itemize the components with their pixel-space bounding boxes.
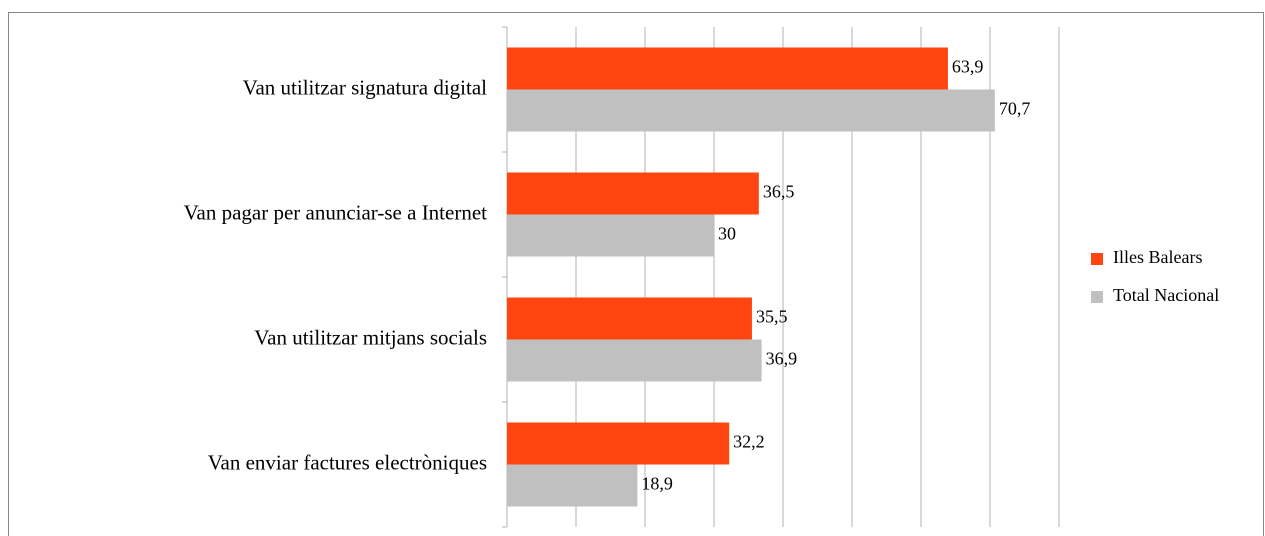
data-label: 32,2 xyxy=(733,432,765,452)
data-label: 63,9 xyxy=(952,57,984,77)
data-label: 30 xyxy=(718,224,736,244)
y-tick-label: Van utilitzar mitjans socials xyxy=(254,325,487,349)
y-tick-label: Van utilitzar signatura digital xyxy=(243,75,488,99)
bar xyxy=(507,89,995,132)
data-label: 36,9 xyxy=(766,349,798,369)
bar xyxy=(507,172,759,215)
legend-swatch xyxy=(1091,253,1103,265)
data-label: 70,7 xyxy=(999,99,1031,119)
data-label: 18,9 xyxy=(641,474,673,494)
bar xyxy=(507,297,752,340)
data-label: 36,5 xyxy=(763,182,795,202)
bar xyxy=(507,47,948,90)
bar xyxy=(507,422,730,465)
legend-label: Illes Balears xyxy=(1113,247,1202,267)
bar xyxy=(507,464,638,507)
data-label: 35,5 xyxy=(756,307,788,327)
legend-swatch xyxy=(1091,291,1103,303)
y-tick-label: Van enviar factures electròniques xyxy=(208,450,487,474)
bar xyxy=(507,339,762,382)
y-tick-label: Van pagar per anunciar-se a Internet xyxy=(184,200,487,224)
legend-label: Total Nacional xyxy=(1113,285,1219,305)
bar xyxy=(507,214,714,257)
